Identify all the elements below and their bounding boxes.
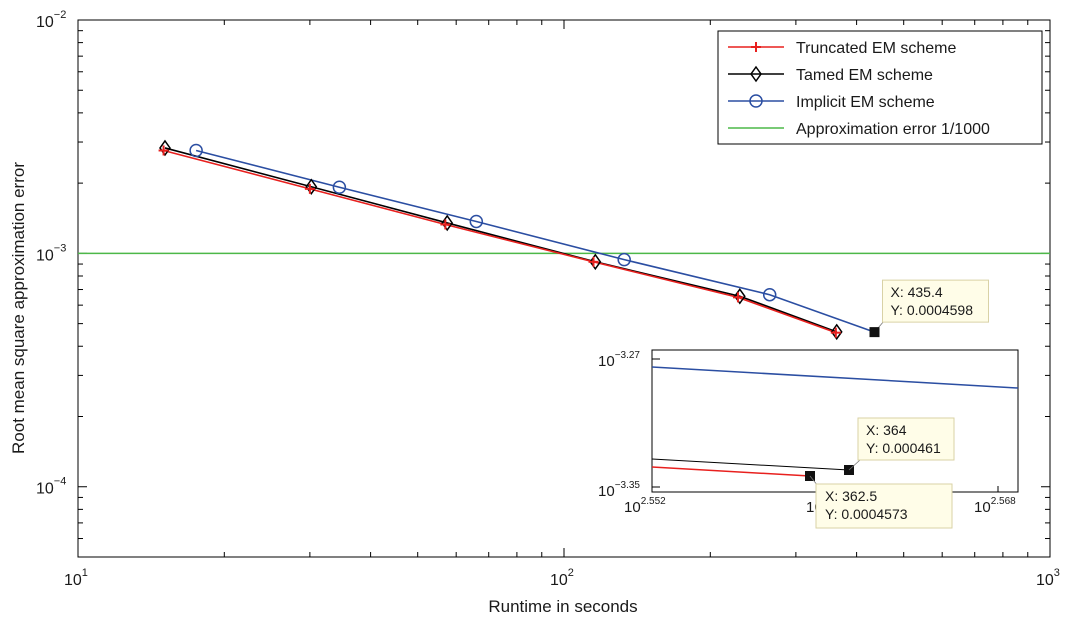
- main-series: [78, 139, 1050, 341]
- inset-datatip-tamed-x: X: 364: [866, 422, 907, 438]
- series-line-implicit: [195, 149, 875, 333]
- series-point-diamond: [441, 214, 454, 232]
- x-tick-label: 103: [1036, 567, 1060, 589]
- x-tick-label: 101: [64, 567, 88, 589]
- series-point-circle: [749, 94, 763, 108]
- inset-datatip-tamed: X: 364 Y: 0.000461: [857, 417, 955, 461]
- datatip-x-text: X: 435.4: [890, 284, 942, 300]
- y-tick-label: 10−4: [36, 476, 66, 498]
- y-tick-label: 10−2: [36, 9, 66, 31]
- legend-label: Approximation error 1/1000: [796, 121, 990, 138]
- legend-label: Truncated EM scheme: [796, 40, 956, 57]
- x-tick-label: 102: [550, 567, 574, 589]
- legend-box: [717, 30, 1043, 145]
- inset-blue-line: [651, 366, 1019, 389]
- series-point-diamond: [750, 65, 762, 83]
- series-line-tamed: [164, 147, 837, 333]
- series-point-circle: [762, 287, 777, 302]
- series-point-diamond: [733, 287, 746, 305]
- datatip-box: [881, 279, 989, 323]
- main-ticks: 101 102 103 10−4 10−3 10−2: [36, 9, 1060, 589]
- inset-datatip-truncated: X: 362.5 Y: 0.0004573: [815, 483, 953, 529]
- legend-label: Implicit EM scheme: [796, 94, 935, 111]
- series-point-circle: [332, 180, 347, 195]
- inset-datatip-tamed-y: Y: 0.000461: [866, 440, 941, 456]
- series-point-circle: [617, 252, 631, 267]
- inset-zoom-axes: 10−3.27 10−3.35 102.552 10 102.568 X: 36…: [598, 349, 1019, 529]
- x-axis-label: Runtime in seconds: [488, 597, 637, 616]
- y-tick-label: 10−3: [36, 242, 66, 264]
- datatip-marker: [869, 327, 880, 338]
- inset-ytick-label-bottom: 10−3.35: [598, 480, 640, 500]
- series-point-circle: [189, 143, 203, 158]
- series-point-diamond: [305, 178, 318, 196]
- y-axis-label: Root mean square approximation error: [9, 162, 28, 454]
- inset-black-line: [651, 458, 850, 471]
- legend: Truncated EM scheme Tamed EM scheme Implic…: [717, 30, 1043, 145]
- inset-datatip-truncated-y: Y: 0.0004573: [825, 506, 908, 522]
- main-datatips: X: 435.4 Y: 0.0004598: [869, 279, 989, 338]
- inset-xtick-label-right: 102.568: [974, 496, 1016, 516]
- series-point-diamond: [830, 323, 843, 341]
- inset-xtick-label-left: 102.552: [624, 496, 666, 516]
- legend-label: Tamed EM scheme: [796, 67, 933, 84]
- inset-ytick-label-top: 10−3.27: [598, 350, 640, 370]
- datatip-y-text: Y: 0.0004598: [890, 302, 973, 318]
- legend-entries: Truncated EM scheme Tamed EM scheme Implic…: [728, 40, 990, 138]
- inset-frame: [651, 349, 1019, 493]
- inset-datatip-truncated-x: X: 362.5: [825, 488, 877, 504]
- inset-datatip-connector-tamed: [848, 459, 861, 471]
- series-point-diamond: [159, 139, 171, 157]
- inset-red-line: [651, 466, 811, 477]
- series-line-truncated: [163, 149, 837, 334]
- series-point-circle: [469, 214, 484, 229]
- series-point-diamond: [589, 253, 602, 271]
